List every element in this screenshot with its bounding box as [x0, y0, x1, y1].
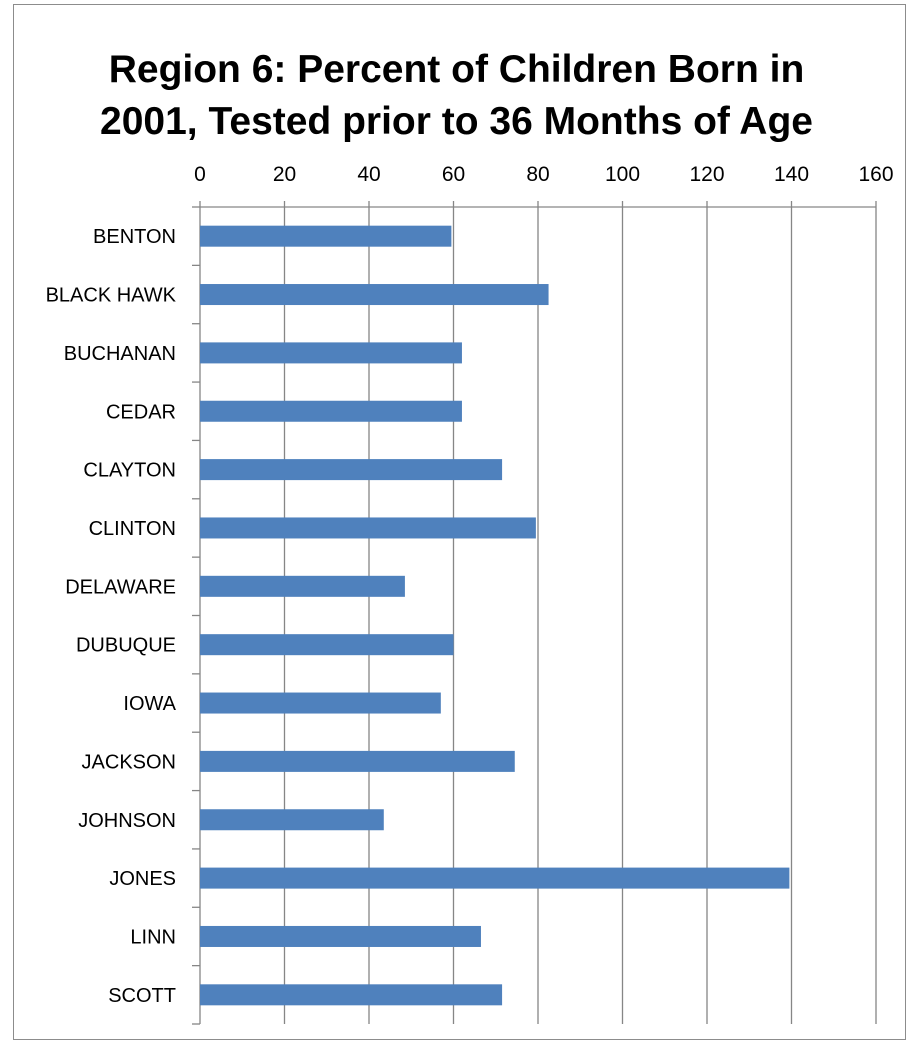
x-tick-label-6: 120 [689, 163, 724, 186]
bar-black-hawk [200, 284, 549, 306]
bar-jackson [200, 750, 515, 772]
x-tick-label-8: 160 [858, 163, 893, 186]
bar-cedar [200, 400, 462, 422]
category-label-cedar: CEDAR [106, 401, 176, 423]
bar-johnson [200, 809, 384, 831]
x-tick-label-3: 60 [442, 163, 465, 186]
chart-title: Region 6: Percent of Children Born in 20… [0, 44, 913, 148]
x-tick-label-7: 140 [774, 163, 809, 186]
category-label-linn: LINN [130, 926, 176, 948]
category-label-clayton: CLAYTON [83, 460, 176, 482]
x-tick-label-5: 100 [605, 163, 640, 186]
category-label-jones: JONES [109, 868, 176, 890]
bar-buchanan [200, 342, 462, 364]
chart-title-line-1: Region 6: Percent of Children Born in [108, 48, 805, 91]
category-label-benton: BENTON [93, 226, 176, 248]
bar-scott [200, 984, 503, 1006]
bar-iowa [200, 692, 441, 714]
category-label-dubuque: DUBUQUE [76, 635, 176, 657]
bar-jones [200, 867, 790, 889]
bar-benton [200, 225, 452, 247]
bar-clinton [200, 517, 536, 539]
category-label-scott: SCOTT [108, 985, 176, 1007]
x-tick-label-1: 20 [273, 163, 296, 186]
bar-delaware [200, 575, 405, 597]
bar-linn [200, 925, 481, 947]
category-label-jackson: JACKSON [82, 751, 176, 773]
x-tick-label-0: 0 [194, 163, 206, 186]
category-label-clinton: CLINTON [89, 518, 176, 540]
chart-title-line-2: 2001, Tested prior to 36 Months of Age [100, 100, 813, 143]
bar-dubuque [200, 634, 454, 656]
category-label-delaware: DELAWARE [65, 576, 176, 598]
category-label-buchanan: BUCHANAN [64, 343, 176, 365]
x-tick-label-2: 40 [357, 163, 380, 186]
category-label-black-hawk: BLACK HAWK [46, 285, 177, 307]
category-label-iowa: IOWA [123, 693, 176, 715]
category-label-johnson: JOHNSON [78, 810, 176, 832]
x-tick-label-4: 80 [526, 163, 549, 186]
bar-clayton [200, 459, 503, 481]
